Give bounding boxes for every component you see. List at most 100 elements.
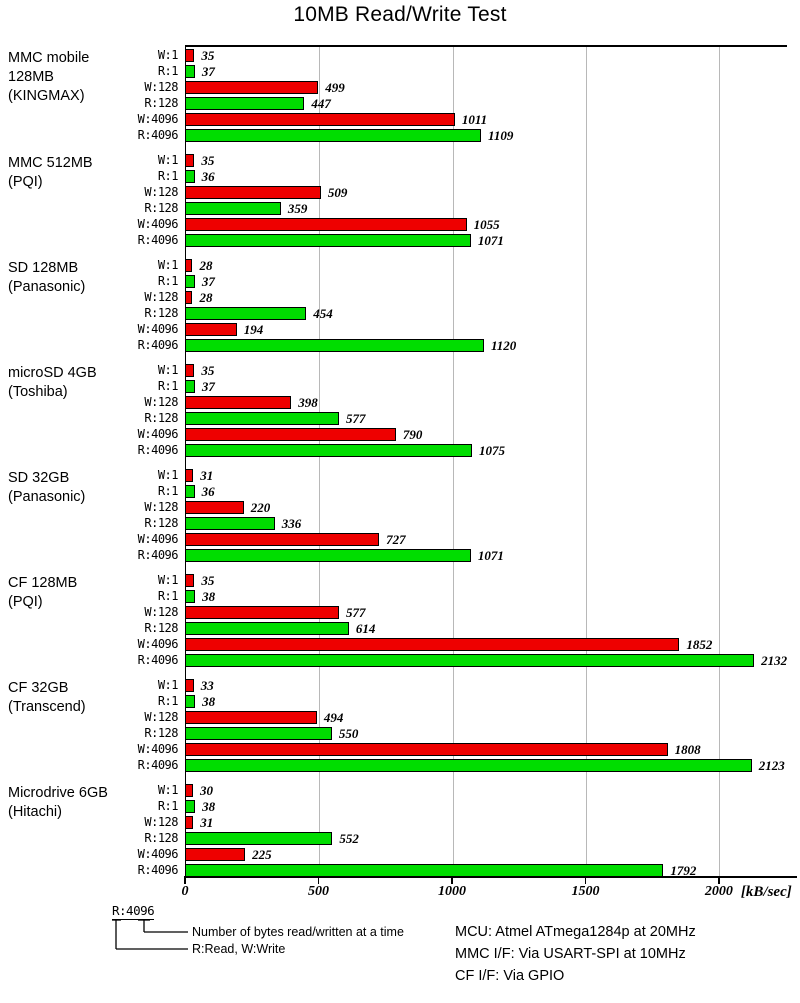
bar-value-label: 577 xyxy=(346,411,366,426)
write-bar xyxy=(185,428,396,441)
write-bar xyxy=(185,743,668,756)
write-bar xyxy=(185,113,455,126)
gridline-1500 xyxy=(585,47,587,876)
device-label: Microdrive 6GB (Hitachi) xyxy=(0,783,130,822)
bar-track: 220 xyxy=(185,500,787,516)
bar-value-label: 33 xyxy=(200,678,214,693)
bar-row-label: W:128 xyxy=(144,500,178,514)
x-tick-label-1000: 1000 xyxy=(437,884,466,899)
bar-row-label: W:128 xyxy=(144,185,178,199)
bar-row: W:128 509 xyxy=(130,185,787,201)
bar-value-label: 447 xyxy=(311,96,331,111)
device-label-line: (Panasonic) xyxy=(8,279,86,295)
write-bar xyxy=(185,49,195,62)
bar-row-label: R:128 xyxy=(144,516,178,530)
bar-row-label: R:1 xyxy=(157,379,179,393)
bar-value-label: 614 xyxy=(355,621,376,636)
bar-row: W:128 220 xyxy=(130,500,787,516)
bar-row: W:4096 1011 xyxy=(130,112,787,128)
bar-track: 225 xyxy=(185,847,787,863)
device-bars: W:1 35 R:1 37 W:128 499 R:128 447 W:4096 1011 R:40… xyxy=(130,48,787,144)
bar-row-label: R:128 xyxy=(144,621,178,635)
bar-track: 1852 xyxy=(185,637,787,653)
bar-row-label: R:128 xyxy=(144,831,178,845)
bar-row: R:1 38 xyxy=(130,694,787,710)
tickmark-1000 xyxy=(451,876,453,884)
bar-value-label: 37 xyxy=(201,64,215,79)
bar-row-label: R:4096 xyxy=(137,863,179,877)
write-bar xyxy=(185,638,680,651)
bar-row-label: W:128 xyxy=(144,815,178,829)
bar-row: R:4096 1120 xyxy=(130,338,787,354)
legend-note-readwrite: R:Read, W:Write xyxy=(192,942,286,956)
read-bar xyxy=(185,202,281,215)
bar-row: W:4096 790 xyxy=(130,427,787,443)
bar-track: 398 xyxy=(185,395,787,411)
bar-row: R:4096 1109 xyxy=(130,128,787,144)
device-label: CF 32GB (Transcend) xyxy=(0,678,130,717)
info-mcu: MCU: Atmel ATmega1284p at 20MHz xyxy=(455,924,696,940)
bar-track: 577 xyxy=(185,605,787,621)
bar-row-label: R:1 xyxy=(157,274,179,288)
bar-value-label: 550 xyxy=(338,726,359,741)
bar-row-label: W:128 xyxy=(144,290,178,304)
bar-row: W:1 35 xyxy=(130,573,787,589)
device-group: MMC 512MB (PQI) W:1 35 R:1 36 W:128 509 R:128 359… xyxy=(0,153,787,249)
bar-track: 1075 xyxy=(185,443,787,459)
bar-row: W:1 35 xyxy=(130,363,787,379)
bar-row-label: W:4096 xyxy=(137,112,179,126)
bar-row: R:128 552 xyxy=(130,831,787,847)
bar-track: 35 xyxy=(185,153,787,169)
read-bar xyxy=(185,759,752,772)
bar-row-label: R:1 xyxy=(157,799,179,813)
device-bars: W:1 30 R:1 38 W:128 31 R:128 552 W:4096 225 R:4096… xyxy=(130,783,787,879)
bar-row: R:128 359 xyxy=(130,201,787,217)
bar-groups: MMC mobile 128MB (KINGMAX) W:1 35 R:1 37 W:128 4… xyxy=(0,48,787,888)
bar-value-label: 1071 xyxy=(477,233,504,248)
bar-track: 38 xyxy=(185,589,787,605)
bar-value-label: 35 xyxy=(201,48,215,63)
read-bar xyxy=(185,695,196,708)
bar-track: 2132 xyxy=(185,653,787,669)
bar-row: W:4096 1808 xyxy=(130,742,787,758)
bar-row-label: R:4096 xyxy=(137,128,179,142)
bar-value-label: 398 xyxy=(298,395,318,410)
device-group: SD 32GB (Panasonic) W:1 31 R:1 36 W:128 220 R:12… xyxy=(0,468,787,564)
bar-row: R:1 36 xyxy=(130,169,787,185)
bar-row-label: W:4096 xyxy=(137,427,179,441)
bar-track: 552 xyxy=(185,831,787,847)
device-label-line: (PQI) xyxy=(8,174,43,190)
bar-track: 28 xyxy=(185,290,787,306)
bar-value-label: 220 xyxy=(250,500,271,515)
x-tick-label-2000: 2000 xyxy=(704,884,733,899)
chart-title: 10MB Read/Write Test xyxy=(293,3,507,26)
bar-row: R:128 577 xyxy=(130,411,787,427)
tickmark-1500 xyxy=(584,876,587,884)
write-bar xyxy=(185,259,193,272)
bar-value-label: 28 xyxy=(199,290,213,305)
write-bar xyxy=(185,574,195,587)
device-bars: W:1 33 R:1 38 W:128 494 R:128 550 W:4096 1808 R:40… xyxy=(130,678,787,774)
bar-track: 550 xyxy=(185,726,787,742)
bar-row-label: W:4096 xyxy=(137,847,179,861)
bar-value-label: 38 xyxy=(202,589,216,604)
bar-track: 37 xyxy=(185,64,787,80)
bar-row-label: R:1 xyxy=(157,589,179,603)
bar-row-label: W:4096 xyxy=(137,217,179,231)
device-label-line: (PQI) xyxy=(8,594,43,610)
bar-row-label: W:4096 xyxy=(137,532,179,546)
device-label-line: 128MB xyxy=(8,69,54,85)
device-bars: W:1 28 R:1 37 W:128 28 R:128 454 W:4096 194 R:4096… xyxy=(130,258,787,354)
write-bar xyxy=(185,816,194,829)
bar-row-label: W:128 xyxy=(144,710,178,724)
tickmark-0 xyxy=(184,876,186,884)
bar-row: R:128 614 xyxy=(130,621,787,637)
bar-value-label: 1808 xyxy=(674,742,701,757)
bar-value-label: 36 xyxy=(201,484,215,499)
device-label-line: microSD 4GB xyxy=(8,365,97,381)
device-bars: W:1 35 R:1 37 W:128 398 R:128 577 W:4096 790 R:409… xyxy=(130,363,787,459)
device-label-line: CF 32GB xyxy=(8,680,69,696)
device-group: SD 128MB (Panasonic) W:1 28 R:1 37 W:128 28 R:12… xyxy=(0,258,787,354)
device-label: SD 32GB (Panasonic) xyxy=(0,468,130,507)
bar-value-label: 36 xyxy=(201,169,215,184)
